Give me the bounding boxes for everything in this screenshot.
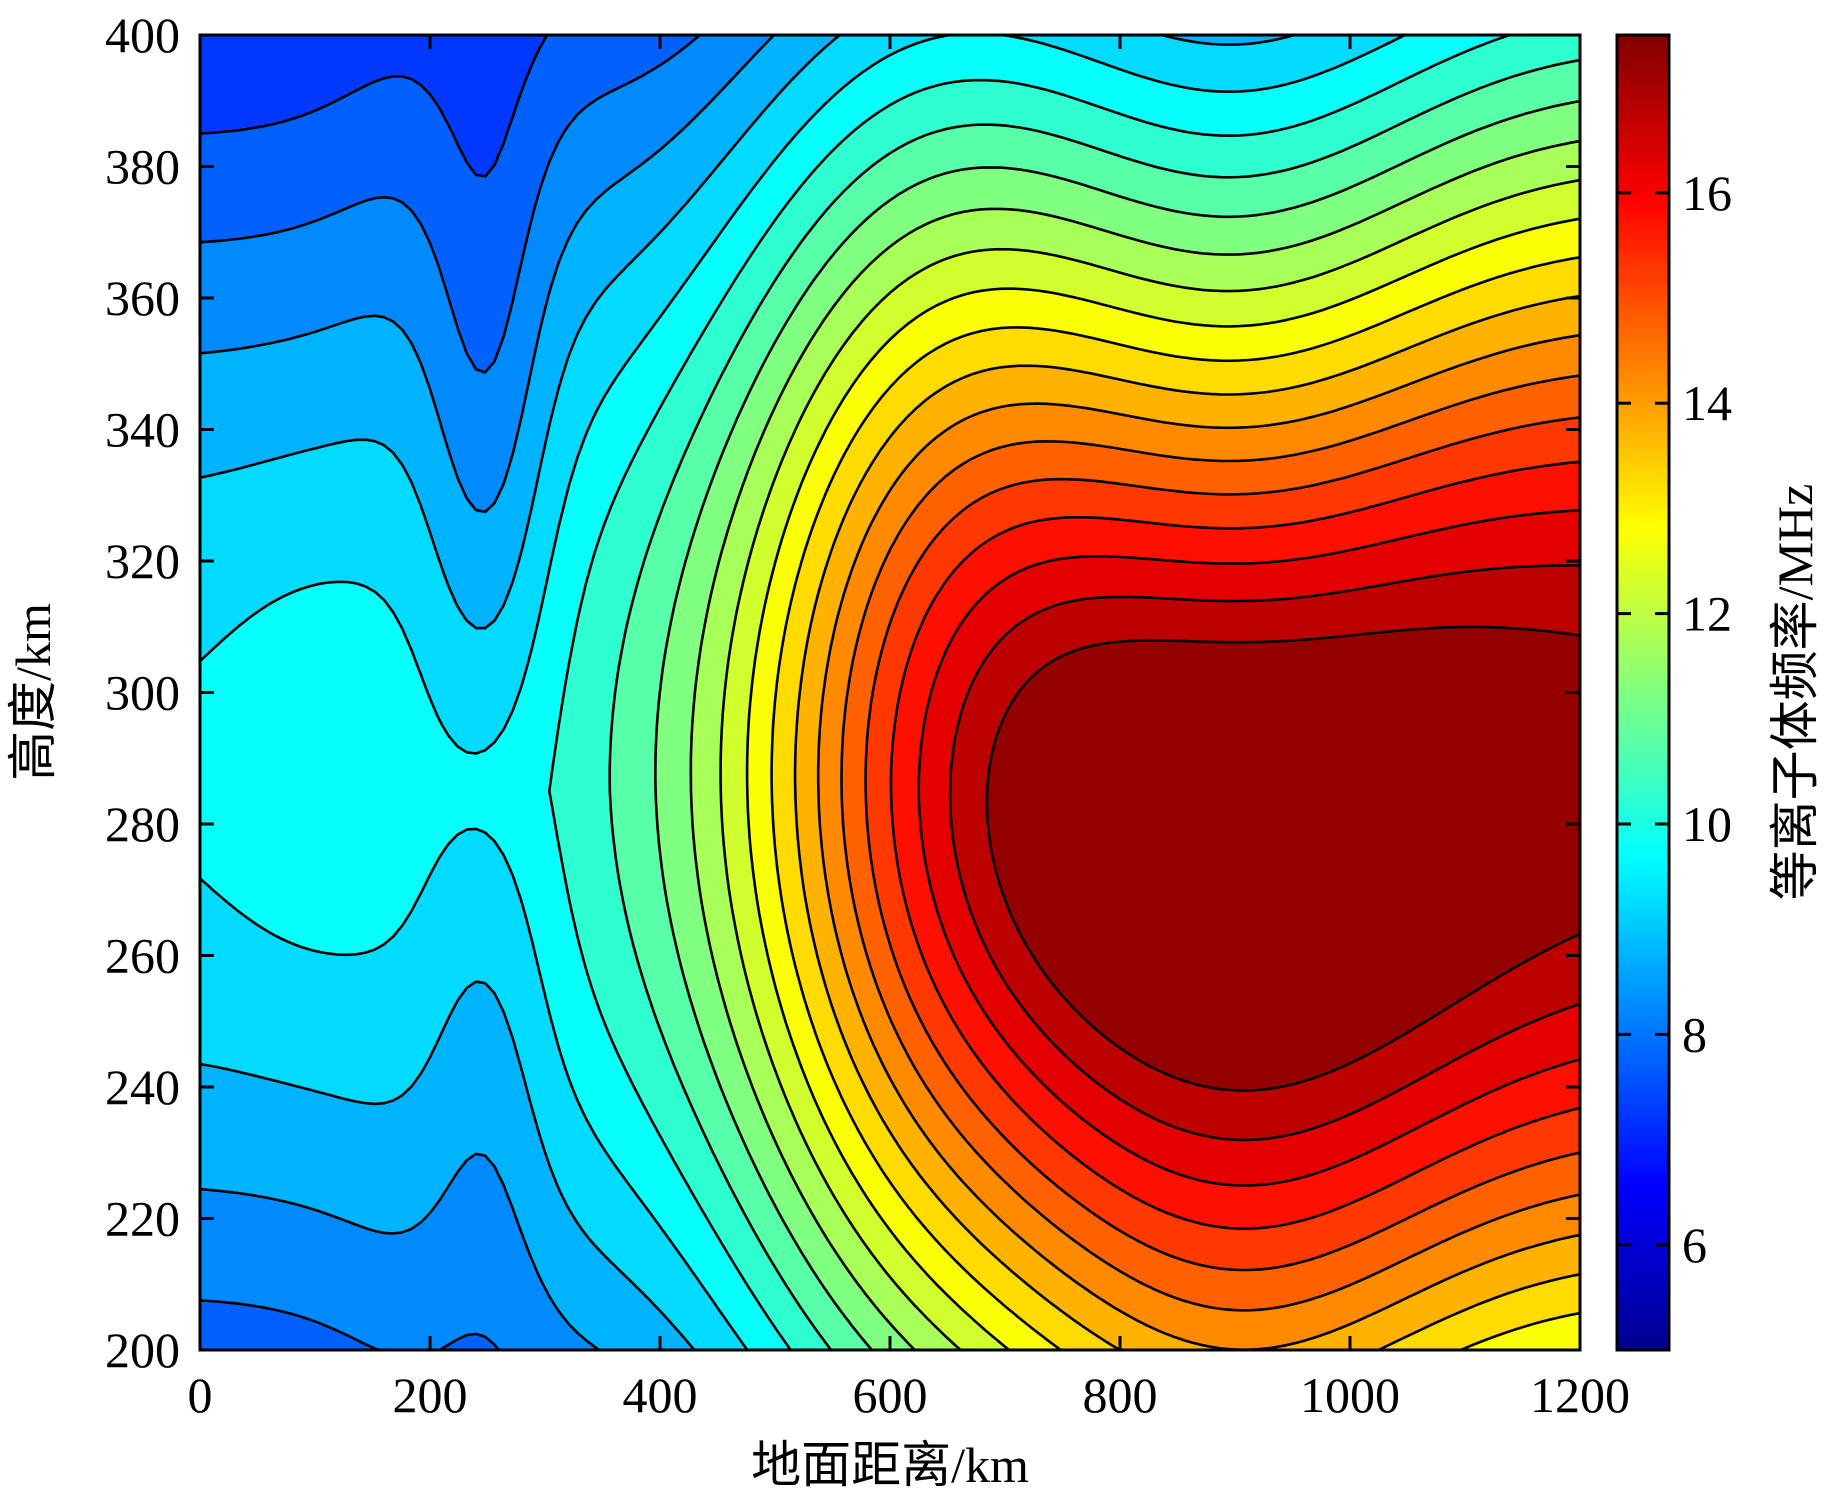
contour-line bbox=[608, 58, 1580, 1350]
y-tick-label: 340 bbox=[105, 402, 180, 458]
x-tick-label: 0 bbox=[188, 1367, 213, 1423]
contour-line bbox=[840, 374, 1580, 1312]
x-tick-label: 1200 bbox=[1530, 1367, 1630, 1423]
colorbar-tick-label: 8 bbox=[1682, 1006, 1707, 1062]
colorbar-tick-label: 6 bbox=[1682, 1217, 1707, 1273]
colorbar-tick-label: 12 bbox=[1682, 586, 1732, 642]
y-tick-label: 220 bbox=[105, 1191, 180, 1247]
colorbar-label: 等离子体频率/MHz bbox=[1767, 484, 1823, 901]
x-tick-label: 1000 bbox=[1300, 1367, 1400, 1423]
colorbar-tick-label: 16 bbox=[1682, 165, 1732, 221]
y-axis: 200 220 240 260 280 300 320 340 360 380 400 bbox=[105, 7, 1580, 1378]
contour-line bbox=[816, 333, 1580, 1350]
x-tick-label: 800 bbox=[1083, 1367, 1158, 1423]
contour-line bbox=[200, 35, 1296, 1350]
colorbar-ticks: 6 8 10 12 14 16 bbox=[1617, 165, 1732, 1273]
contour-line bbox=[917, 508, 1580, 1187]
x-tick-label: 200 bbox=[393, 1367, 468, 1423]
colorbar-tick-label: 10 bbox=[1682, 796, 1732, 852]
contour-line bbox=[793, 294, 1580, 1350]
contour-line bbox=[864, 416, 1580, 1272]
contour-line bbox=[654, 99, 1580, 1350]
x-axis-label: 地面距离/km bbox=[751, 1437, 1029, 1493]
x-tick-label: 600 bbox=[853, 1367, 928, 1423]
contour-line bbox=[200, 35, 549, 178]
y-tick-label: 380 bbox=[105, 139, 180, 195]
y-tick-label: 200 bbox=[105, 1322, 180, 1378]
contour-line bbox=[689, 139, 1580, 1350]
contour-line bbox=[948, 564, 1580, 1142]
contour-line bbox=[985, 625, 1580, 1092]
x-axis: 0 200 400 600 800 1000 1200 bbox=[188, 35, 1630, 1423]
y-tick-label: 280 bbox=[105, 796, 180, 852]
y-tick-label: 300 bbox=[105, 665, 180, 721]
contour-lines bbox=[200, 35, 1580, 1350]
contour-line bbox=[770, 256, 1580, 1350]
contour-fill bbox=[200, 35, 1580, 1350]
colorbar-gradient bbox=[1617, 35, 1669, 1350]
plot-area bbox=[198, 33, 1582, 1352]
contour-line bbox=[719, 178, 1580, 1350]
contour-line bbox=[200, 35, 1407, 1350]
y-tick-label: 240 bbox=[105, 1059, 180, 1115]
y-tick-label: 260 bbox=[105, 928, 180, 984]
contour-line bbox=[745, 217, 1580, 1350]
y-tick-label: 400 bbox=[105, 7, 180, 63]
contour-line bbox=[200, 35, 701, 1350]
colorbar-tick-label: 14 bbox=[1682, 375, 1732, 431]
y-tick-label: 320 bbox=[105, 533, 180, 589]
contour-line bbox=[200, 35, 776, 1350]
y-tick-label: 360 bbox=[105, 270, 180, 326]
contour-line bbox=[889, 460, 1580, 1230]
x-tick-label: 400 bbox=[623, 1367, 698, 1423]
y-axis-label: 高度/km bbox=[5, 603, 61, 781]
colorbar-frame bbox=[1615, 33, 1671, 1352]
contour-line bbox=[548, 35, 1512, 1350]
colorbar: 6 8 10 12 14 16 等离子体频率/MHz bbox=[1615, 33, 1823, 1352]
